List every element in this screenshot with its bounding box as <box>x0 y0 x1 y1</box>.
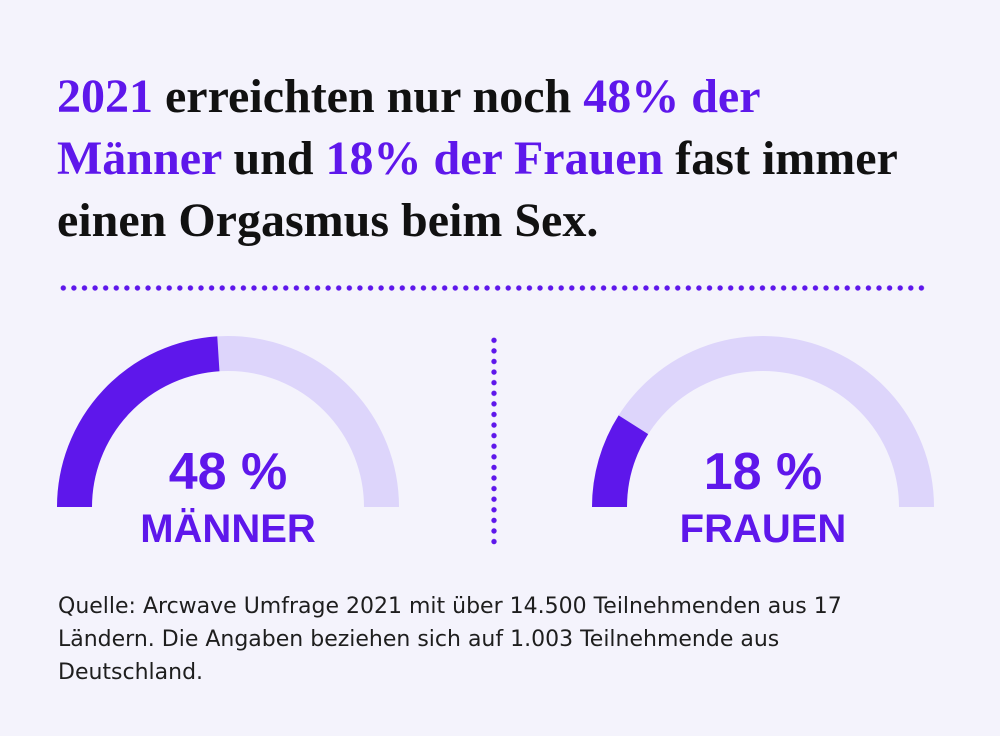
women-gauge-category-label: FRAUEN <box>679 507 847 551</box>
women-gauge-fill <box>592 415 649 508</box>
men-gauge-value-label: 48 % <box>168 443 288 501</box>
headline-men: Männer <box>57 132 222 185</box>
dotted-divider-horizontal <box>58 285 928 291</box>
men-gauge-category-label: MÄNNER <box>140 507 316 551</box>
headline-women-percent: 18% der Frauen <box>325 132 664 185</box>
headline-text: fast immer <box>663 132 898 185</box>
source-line: Quelle: Arcwave Umfrage 2021 mit über 14… <box>58 594 842 619</box>
source-line: Deutschland. <box>58 660 204 685</box>
headline-line-1: 2021 erreichten nur noch 48% der <box>57 66 898 128</box>
headline: 2021 erreichten nur noch 48% der Männer … <box>57 66 898 252</box>
women-gauge-value-label: 18 % <box>703 443 823 501</box>
headline-men-percent: 48% der <box>583 70 761 123</box>
dotted-divider-vertical <box>491 335 497 548</box>
headline-line-3: einen Orgasmus beim Sex. <box>57 190 898 252</box>
men-gauge-chart <box>57 336 399 508</box>
women-gauge-chart <box>592 336 934 508</box>
source-note: Quelle: Arcwave Umfrage 2021 mit über 14… <box>58 590 842 689</box>
headline-year: 2021 <box>57 70 153 123</box>
headline-line-2: Männer und 18% der Frauen fast immer <box>57 128 898 190</box>
headline-text: einen Orgasmus beim Sex. <box>57 194 599 247</box>
headline-text: und <box>221 132 326 185</box>
headline-text: erreichten nur noch <box>153 70 584 123</box>
men-gauge-fill <box>57 336 220 508</box>
source-line: Ländern. Die Angaben beziehen sich auf 1… <box>58 627 780 652</box>
